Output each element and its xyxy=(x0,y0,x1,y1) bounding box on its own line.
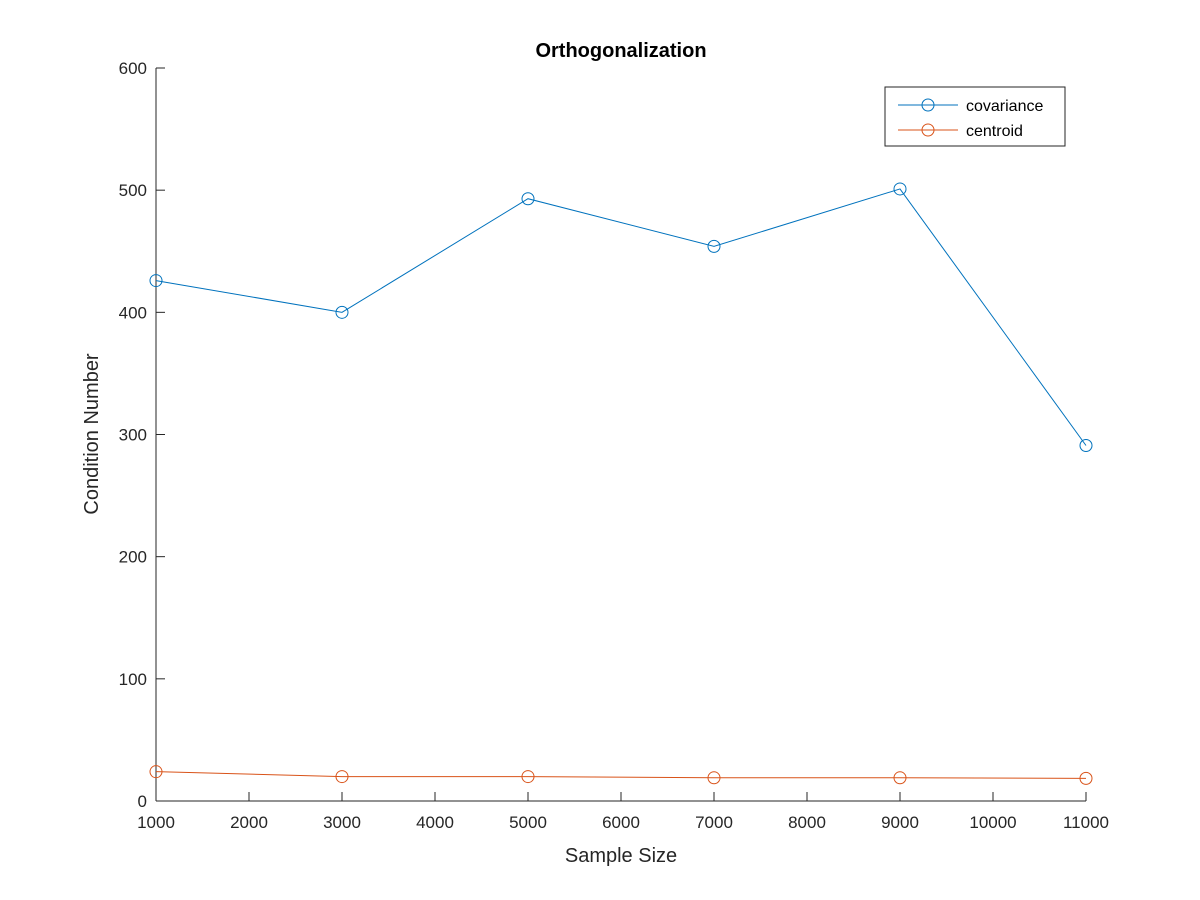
y-axis-label: Condition Number xyxy=(81,353,103,515)
y-tick-label: 400 xyxy=(119,303,147,322)
x-tick-label: 11000 xyxy=(1063,813,1109,832)
data-point-centroid xyxy=(521,770,535,784)
y-tick-label: 600 xyxy=(119,59,147,78)
x-tick-label: 4000 xyxy=(416,813,454,832)
data-point-centroid xyxy=(149,765,163,779)
legend-box xyxy=(884,86,1066,147)
y-tick-label: 200 xyxy=(119,548,147,567)
x-axis: 1000 2000 3000 4000 5000 6000 7000 8000 9000 1000… xyxy=(137,792,1109,832)
legend-marker-centroid xyxy=(921,123,935,137)
legend: covariance centroid xyxy=(884,86,1066,147)
data-point-covariance xyxy=(1079,438,1093,452)
x-tick-label: 6000 xyxy=(602,813,640,832)
series-covariance xyxy=(149,182,1093,452)
y-tick-label: 0 xyxy=(138,792,147,811)
x-tick-label: 7000 xyxy=(695,813,733,832)
series-line-centroid xyxy=(155,771,1087,779)
x-tick-label: 3000 xyxy=(323,813,361,832)
chart-title: Orthogonalization xyxy=(535,40,706,62)
x-axis-label: Sample Size xyxy=(565,845,677,867)
plot-area xyxy=(156,68,1086,801)
y-tick-label: 500 xyxy=(119,181,147,200)
x-tick-label: 8000 xyxy=(788,813,826,832)
series-line-covariance xyxy=(155,188,1087,446)
data-point-covariance xyxy=(521,192,535,206)
data-point-covariance xyxy=(893,182,907,196)
series-centroid xyxy=(149,765,1093,785)
x-tick-label: 1000 xyxy=(137,813,175,832)
series-layer xyxy=(149,182,1093,785)
x-tick-label: 2000 xyxy=(230,813,268,832)
y-axis: 0 100 200 300 400 500 600 xyxy=(119,59,165,811)
data-point-centroid xyxy=(893,771,907,785)
data-point-covariance xyxy=(149,274,163,288)
legend-entry-centroid: centroid xyxy=(966,123,1023,140)
y-tick-label: 300 xyxy=(119,426,147,445)
data-point-centroid xyxy=(335,770,349,784)
y-tick-label: 100 xyxy=(119,670,147,689)
data-point-covariance xyxy=(335,305,349,319)
data-point-centroid xyxy=(1079,771,1093,785)
data-point-centroid xyxy=(707,771,721,785)
data-point-covariance xyxy=(707,239,721,253)
x-tick-label: 10000 xyxy=(969,813,1016,832)
legend-marker-covariance xyxy=(921,98,935,112)
legend-entry-covariance: covariance xyxy=(966,98,1043,115)
x-tick-label: 9000 xyxy=(881,813,919,832)
x-tick-label: 5000 xyxy=(509,813,547,832)
